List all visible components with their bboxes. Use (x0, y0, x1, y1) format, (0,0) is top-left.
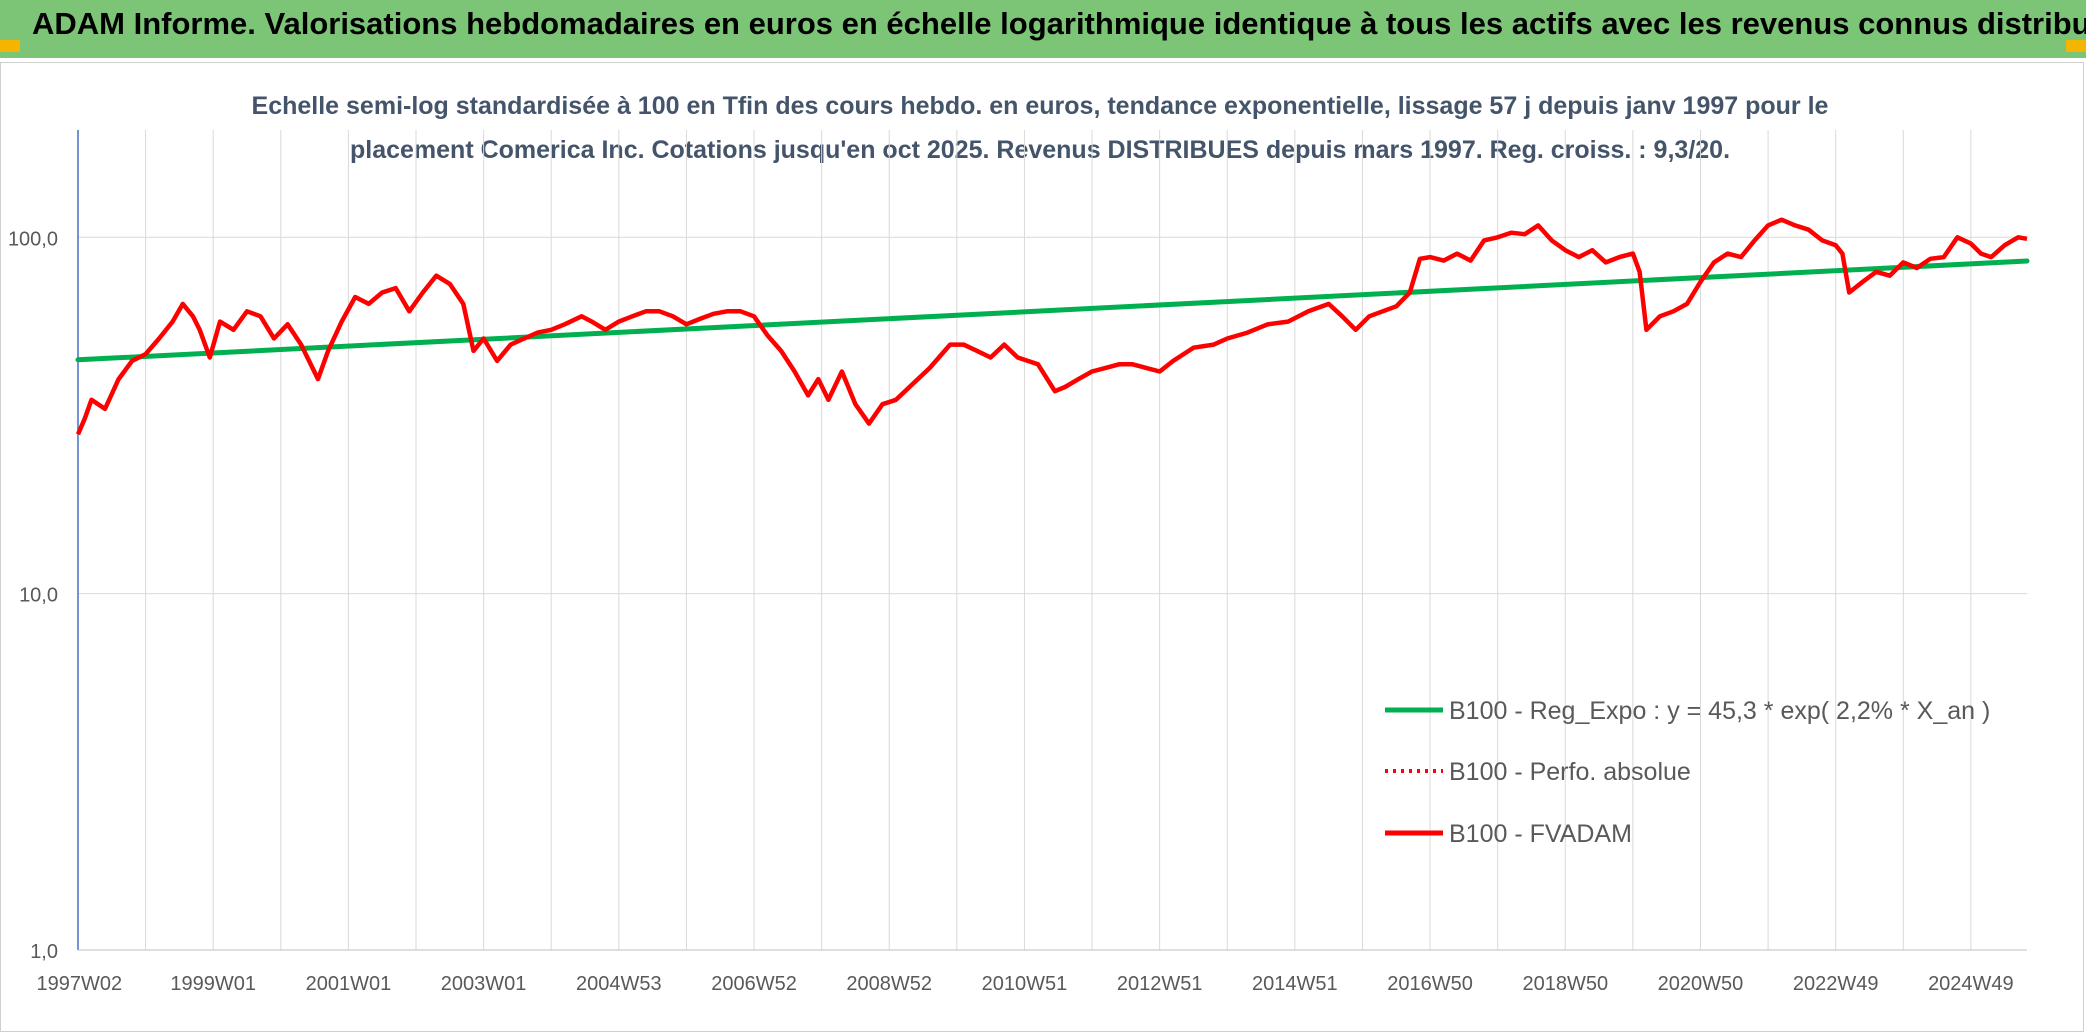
x-tick-label: 2010W51 (982, 973, 1068, 995)
series-line-trend (75, 258, 2030, 363)
x-tick-label: 2004W53 (576, 973, 662, 995)
x-tick-label: 2018W50 (1522, 973, 1608, 995)
legend-label: B100 - FVADAM (1449, 820, 1632, 848)
x-tick-label: 2006W52 (711, 973, 797, 995)
x-tick-label: 2003W01 (441, 973, 527, 995)
corner-mark-right (2066, 40, 2086, 52)
y-tick-label: 10,0 (19, 585, 58, 607)
x-tick-label: 2001W01 (306, 973, 392, 995)
chart-title-line-2: placement Comerica Inc. Cotations jusqu'… (349, 136, 1731, 164)
y-tick-label: 100,0 (8, 228, 58, 250)
x-tick-label: 2008W52 (846, 973, 932, 995)
corner-mark-left (0, 40, 20, 52)
legend-label: B100 - Reg_Expo : y = 45,3 * exp( 2,2% *… (1449, 697, 1990, 725)
x-tick-label: 2016W50 (1387, 973, 1473, 995)
x-tick-label: 2022W49 (1793, 973, 1879, 995)
chart-frame (0, 62, 2084, 1032)
header-bar (0, 0, 2086, 58)
x-tick-label: 2014W51 (1252, 973, 1338, 995)
chart-title: Echelle semi-log standardisée à 100 en T… (240, 84, 1840, 172)
series-line-fvadam (75, 217, 2028, 436)
x-tick-label: 2020W50 (1658, 973, 1744, 995)
chart-title-line-1: Echelle semi-log standardisée à 100 en T… (251, 92, 1829, 120)
legend-label: B100 - Perfo. absolue (1449, 758, 1691, 786)
x-tick-label: 1997W02 (37, 973, 123, 995)
x-tick-label: 2024W49 (1928, 973, 2014, 995)
y-tick-label: 1,0 (30, 941, 58, 963)
report-title: ADAM Informe. Valorisations hebdomadaire… (32, 6, 2086, 41)
x-tick-label: 1999W01 (170, 973, 256, 995)
x-tick-label: 2012W51 (1117, 973, 1203, 995)
